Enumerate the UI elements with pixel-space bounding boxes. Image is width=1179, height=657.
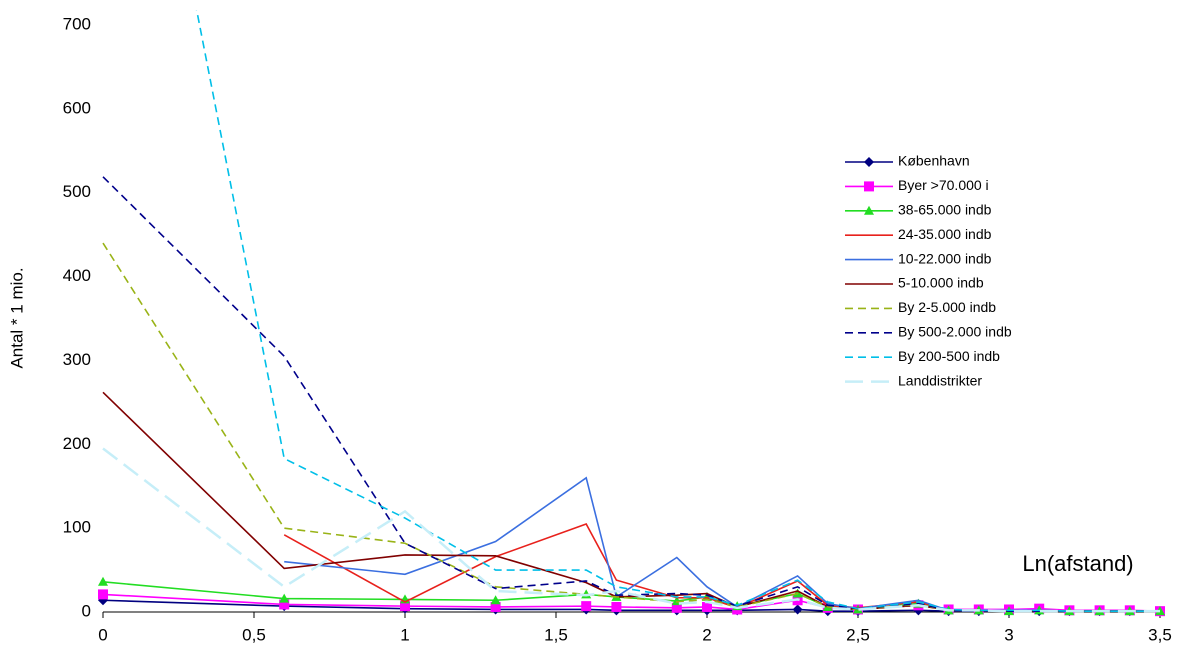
- data-point: [279, 599, 290, 610]
- y-tick-label: 0: [82, 601, 91, 620]
- legend-marker: [864, 205, 874, 215]
- legend-label: København: [898, 153, 970, 169]
- data-point: [702, 601, 712, 612]
- legend-label: By 500-2.000 indb: [898, 324, 1012, 340]
- plot-area: [98, 10, 1165, 617]
- data-point: [279, 593, 290, 603]
- x-tick-label: 0: [98, 625, 107, 644]
- data-point: [98, 576, 108, 586]
- series-line: [102, 242, 1160, 612]
- series-line: [102, 447, 1160, 613]
- y-axis-label: Antal * 1 mio.: [7, 267, 26, 368]
- data-point: [490, 601, 501, 612]
- y-tick-label: 500: [63, 182, 91, 201]
- legend-marker: [864, 157, 874, 167]
- y-tick-label: 100: [63, 518, 91, 537]
- x-tick-label: 0,5: [242, 625, 266, 644]
- legend-label: 38-65.000 indb: [898, 202, 992, 218]
- x-tick-label: 2,5: [846, 625, 870, 644]
- data-point: [611, 601, 622, 612]
- series-line: [284, 476, 1160, 612]
- series-line: [102, 391, 1160, 612]
- x-tick-label: 3: [1004, 625, 1013, 644]
- y-tick-label: 300: [63, 350, 91, 369]
- legend-label: By 2-5.000 indb: [898, 299, 996, 315]
- data-point: [792, 604, 803, 615]
- legend: København Byer >70.000 i 38-65.000 indb 24-…: [845, 153, 1012, 388]
- data-point: [98, 589, 108, 600]
- y-tick-label: 700: [63, 14, 91, 33]
- x-tick-label: 2: [702, 625, 711, 644]
- legend-label: Byer >70.000 i: [898, 177, 989, 193]
- x-tick-label: 3,5: [1148, 625, 1172, 644]
- legend-label: 5-10.000 indb: [898, 275, 984, 291]
- series-line: [195, 10, 1160, 612]
- legend-label: Landdistrikter: [898, 372, 982, 388]
- x-tick-label: 1,5: [544, 625, 568, 644]
- y-tick-label: 600: [63, 98, 91, 117]
- data-point: [671, 602, 682, 613]
- x-tick-label: 1: [400, 625, 409, 644]
- legend-label: By 200-500 indb: [898, 348, 1000, 364]
- annotation: Ln(afstand): [1022, 551, 1133, 576]
- legend-label: 10-22.000 indb: [898, 250, 992, 266]
- y-tick-label: 200: [63, 434, 91, 453]
- legend-label: 24-35.000 indb: [898, 226, 992, 242]
- legend-marker: [864, 181, 874, 192]
- y-tick-label: 400: [63, 266, 91, 285]
- data-point: [400, 601, 410, 612]
- data-point: [490, 595, 501, 605]
- data-point: [581, 601, 592, 612]
